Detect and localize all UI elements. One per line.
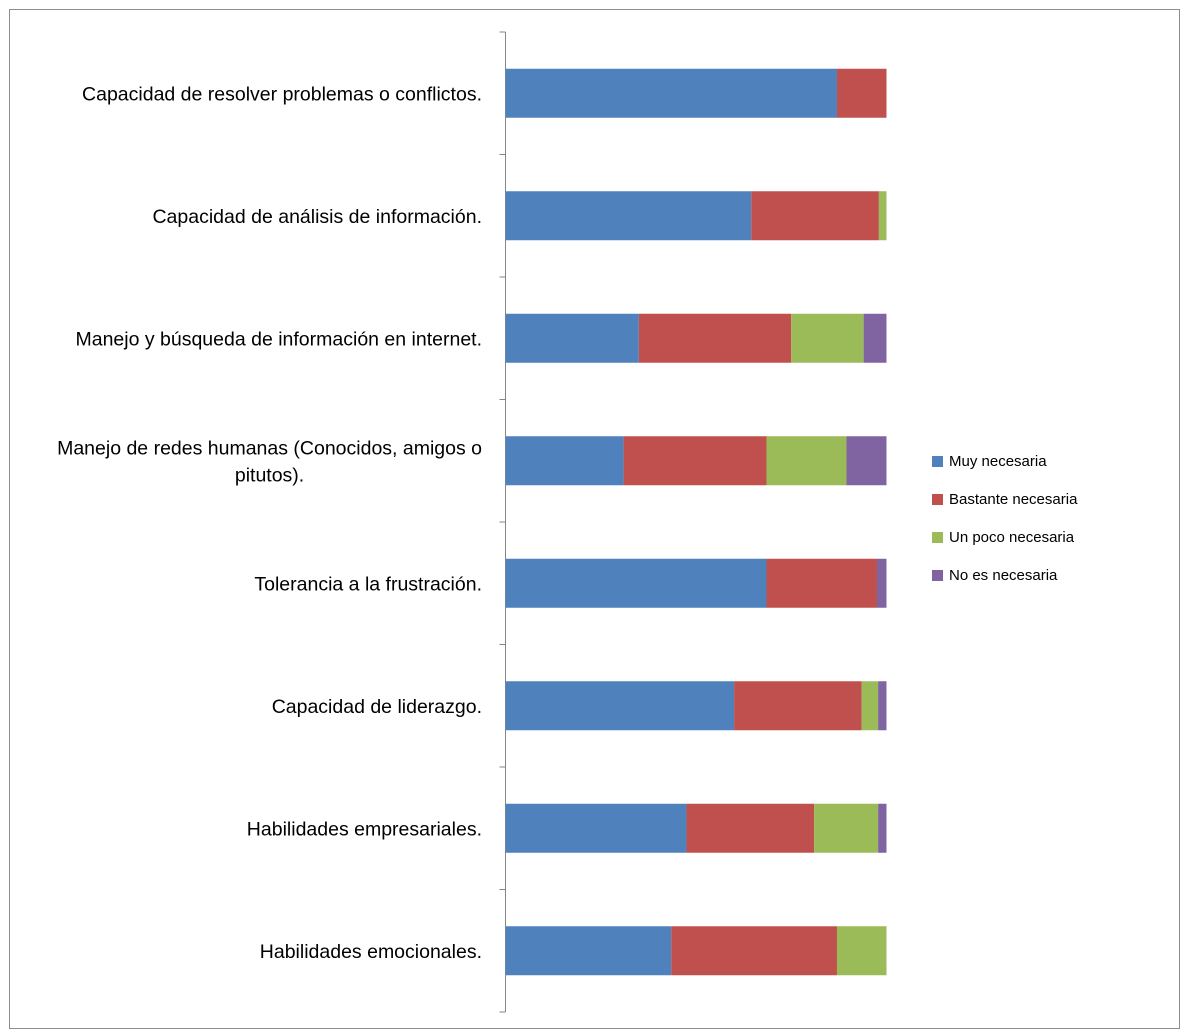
bar-segment (878, 803, 887, 853)
bar-segment (791, 313, 864, 363)
bar-segment (505, 558, 767, 608)
legend-item: Un poco necesaria (932, 518, 1077, 556)
bar-segment (686, 803, 815, 853)
bar-segment (505, 803, 687, 853)
bar-segment (505, 313, 639, 363)
bar-segment (751, 191, 879, 241)
category-label: Manejo de redes humanas (Conocidos, amig… (57, 437, 482, 486)
bar-segment (505, 926, 672, 976)
category-labels: Capacidad de resolver problemas o confli… (57, 83, 482, 963)
category-label: Capacidad de análisis de información. (152, 206, 482, 228)
bar-segment (836, 926, 887, 976)
bar-segment (505, 191, 752, 241)
category-label: Habilidades emocionales. (260, 941, 482, 963)
category-label: Capacidad de liderazgo. (272, 696, 482, 718)
category-label: Manejo y búsqueda de información en inte… (75, 328, 482, 350)
bar-segment (734, 681, 862, 731)
legend-label: No es necesaria (949, 566, 1058, 584)
bar-segment (846, 436, 887, 486)
bar-segment (863, 313, 887, 363)
category-label: Habilidades empresariales. (247, 818, 482, 840)
legend-item: Bastante necesaria (932, 480, 1077, 518)
legend-label: Bastante necesaria (949, 490, 1078, 508)
bar-segment (505, 681, 735, 731)
legend-swatch (932, 455, 943, 467)
bar-segment (766, 558, 877, 608)
legend-swatch (932, 531, 943, 543)
legend-label: Un poco necesaria (949, 528, 1075, 546)
bar-segment (814, 803, 879, 853)
bar-segment (878, 681, 887, 731)
legend-item: Muy necesaria (932, 442, 1077, 480)
chart-frame (9, 9, 1180, 1029)
bar-segment (836, 68, 887, 118)
bar-segment (876, 558, 887, 608)
category-label: Capacidad de resolver problemas o confli… (82, 83, 482, 105)
bar-segment (505, 68, 837, 118)
legend: Muy necesaria Bastante necesaria Un poco… (932, 442, 1077, 594)
bar-segment (766, 436, 847, 486)
bar-segment (623, 436, 767, 486)
bar-segment (505, 436, 624, 486)
legend-label: Muy necesaria (949, 452, 1047, 470)
category-label: Tolerancia a la frustración. (254, 573, 482, 595)
axis-ticks (499, 31, 506, 1013)
legend-item: No es necesaria (932, 556, 1077, 594)
legend-swatch (932, 569, 943, 581)
legend-swatch (932, 493, 943, 505)
bars-group (505, 68, 887, 976)
bar-segment (671, 926, 837, 976)
bar-segment (878, 191, 887, 241)
bar-segment (861, 681, 879, 731)
bar-segment (638, 313, 792, 363)
